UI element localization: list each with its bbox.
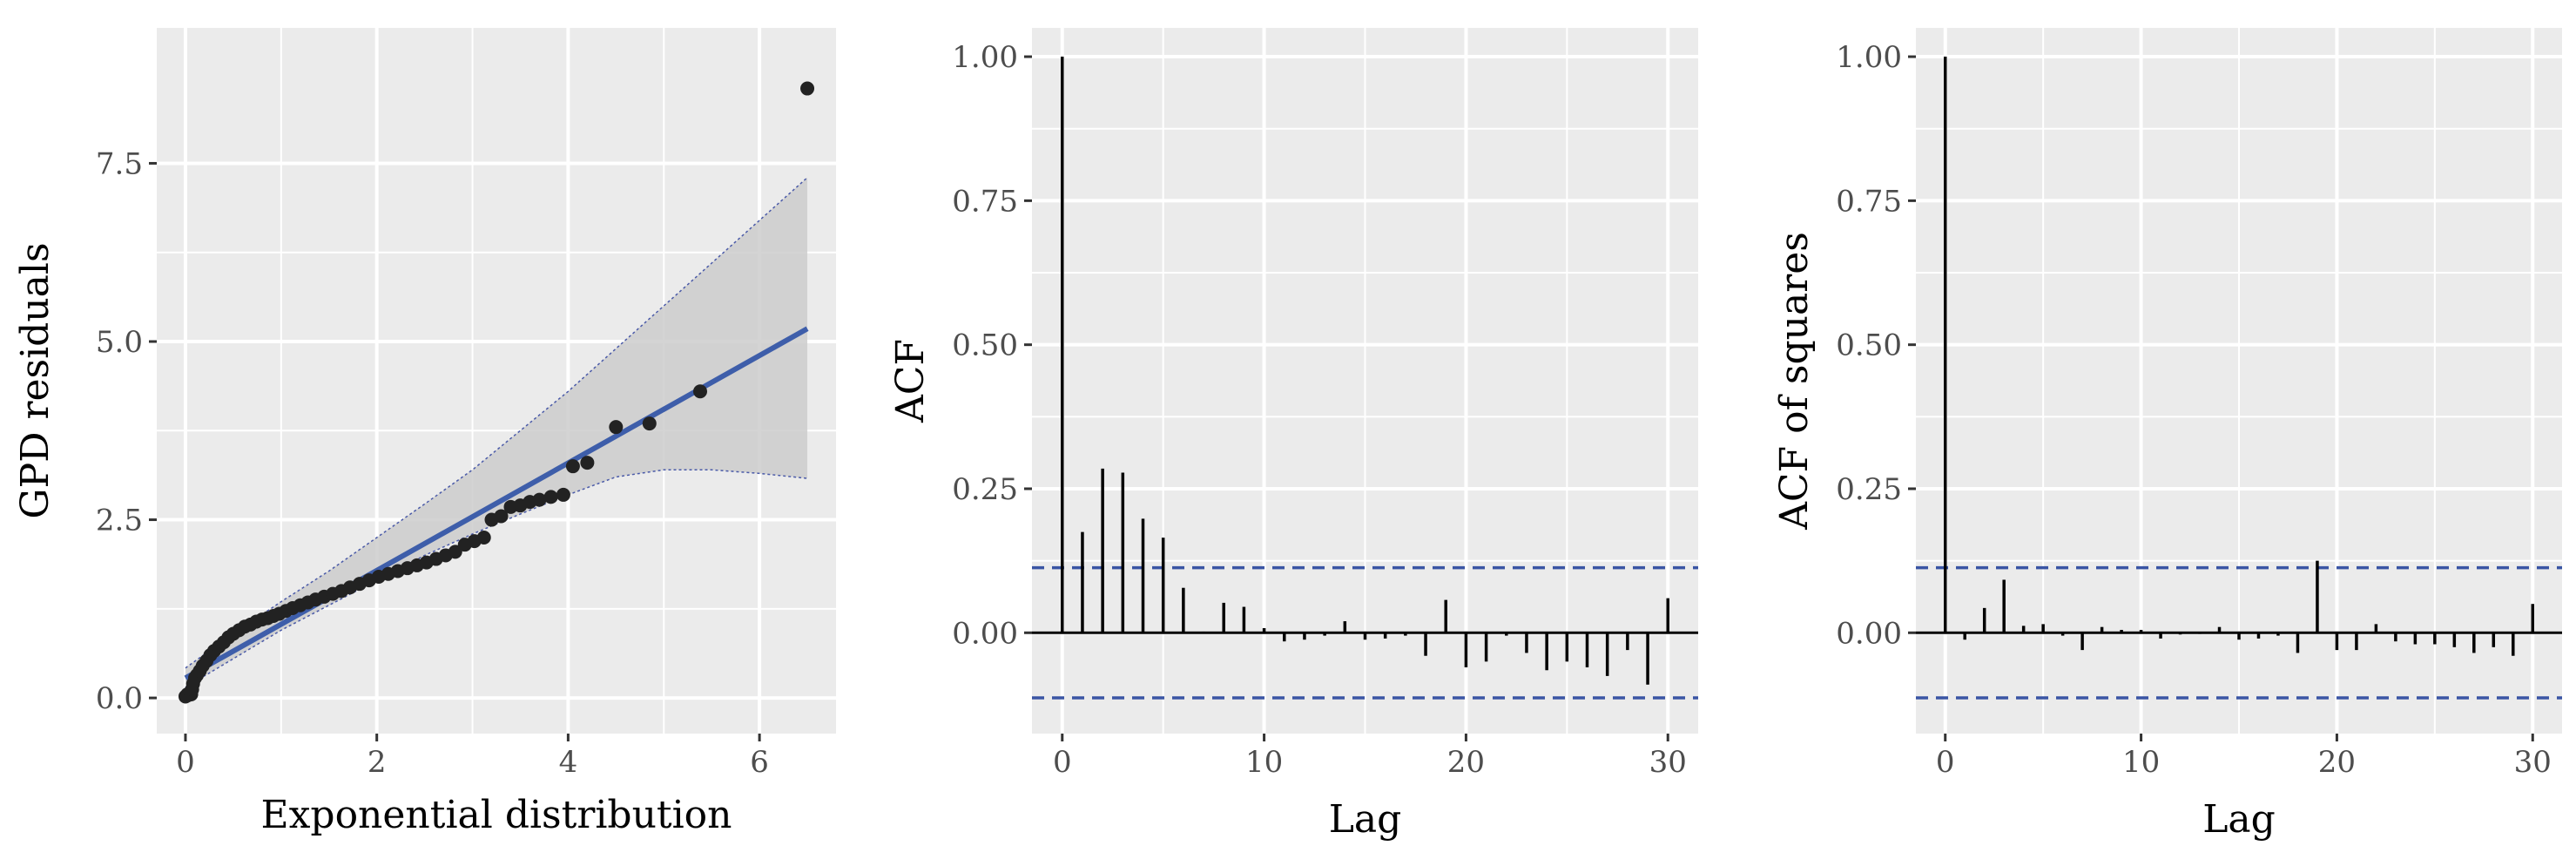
y-tick-label: 1.00 [1836, 40, 1902, 75]
x-tick-label: 0 [176, 745, 195, 780]
chart-panel-3: 0 10 20 30 0.00 0.25 0.50 0.75 1.00 Lag ACF of squ… [1772, 28, 2562, 842]
data-point [494, 509, 509, 524]
confidence-band [185, 177, 808, 687]
x-tick-label: 4 [559, 745, 578, 780]
band-upper-edge [185, 177, 808, 669]
data-point [532, 492, 547, 507]
y-tick-label: 0.75 [952, 184, 1018, 219]
x-tick-label: 20 [2318, 745, 2356, 780]
x-tick-label: 0 [1936, 745, 1955, 780]
x-tick-label: 20 [1447, 745, 1485, 780]
x-tick-label: 6 [750, 745, 769, 780]
x-tick-label: 30 [2514, 745, 2552, 780]
y-axis-title: ACF of squares [1772, 232, 1817, 531]
y-tick-label: 0.50 [1836, 328, 1902, 363]
data-point [642, 416, 657, 431]
x-tick-label: 30 [1649, 745, 1687, 780]
y-tick-label: 5.0 [96, 325, 143, 360]
data-point [448, 545, 462, 559]
x-axis-title: Lag [2202, 797, 2276, 842]
x-tick-label: 10 [1245, 745, 1283, 780]
data-point [580, 456, 595, 470]
y-axis-title: ACF [888, 339, 933, 423]
x-axis-title: Exponential distribution [260, 793, 732, 837]
y-tick-label: 7.5 [96, 146, 143, 181]
data-point [693, 384, 707, 399]
y-tick-label: 0.50 [952, 328, 1018, 363]
x-tick-label: 0 [1053, 745, 1072, 780]
y-tick-label: 2.5 [96, 504, 143, 538]
y-tick-label: 1.00 [952, 40, 1018, 75]
data-point [556, 487, 570, 502]
data-point [800, 81, 815, 96]
data-point [476, 531, 491, 545]
data-point [609, 420, 624, 435]
y-tick-label: 0.00 [1836, 616, 1902, 651]
x-tick-label: 2 [368, 745, 387, 780]
y-tick-label: 0.25 [952, 472, 1018, 507]
chart-panel-1: 0 2 4 6 0.0 2.5 5.0 7.5 Exponential distribution… [13, 28, 836, 837]
y-tick-label: 0.0 [96, 681, 143, 716]
chart-panel-2: 0 10 20 30 0.00 0.25 0.50 0.75 1.00 Lag ACF [888, 28, 1698, 842]
y-tick-label: 0.25 [1836, 472, 1902, 507]
data-point [565, 459, 580, 474]
y-tick-label: 0.75 [1836, 184, 1902, 219]
x-axis-title: Lag [1329, 797, 1402, 842]
y-axis-title: GPD residuals [13, 242, 57, 518]
x-tick-label: 10 [2122, 745, 2160, 780]
y-tick-label: 0.00 [952, 616, 1018, 651]
data-point [543, 490, 558, 504]
